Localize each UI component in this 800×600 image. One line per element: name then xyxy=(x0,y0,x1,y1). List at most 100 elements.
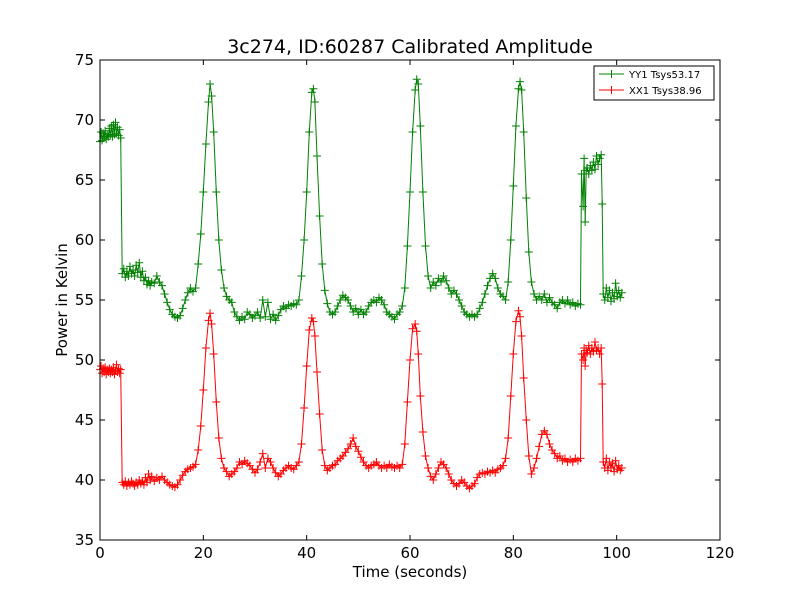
data-point xyxy=(421,242,430,250)
data-point xyxy=(499,461,507,470)
data-point xyxy=(256,458,265,466)
data-point xyxy=(331,308,340,316)
data-point xyxy=(408,324,417,333)
data-point xyxy=(309,84,318,93)
data-point xyxy=(611,279,620,288)
data-point xyxy=(504,278,513,286)
data-point xyxy=(266,458,275,466)
data-point xyxy=(406,188,414,196)
data-point xyxy=(114,364,123,373)
data-point xyxy=(315,410,324,418)
data-point xyxy=(511,317,520,326)
data-point xyxy=(147,472,156,481)
data-point xyxy=(201,140,210,148)
data-point xyxy=(542,430,551,439)
data-point xyxy=(212,398,221,406)
data-point xyxy=(116,134,125,142)
data-point xyxy=(230,308,239,316)
data-point xyxy=(165,305,174,314)
data-point xyxy=(473,310,482,319)
data-point xyxy=(256,314,265,322)
data-point xyxy=(115,369,124,378)
data-point xyxy=(214,434,223,442)
data-point xyxy=(178,304,187,313)
data-point xyxy=(506,236,515,244)
data-point xyxy=(412,75,421,84)
data-point xyxy=(478,298,487,307)
data-point xyxy=(323,299,332,308)
data-point xyxy=(115,125,124,134)
data-point xyxy=(196,230,205,238)
data-point xyxy=(545,293,554,302)
data-point xyxy=(207,320,216,328)
data-point xyxy=(590,165,599,174)
data-point xyxy=(493,284,502,292)
data-point xyxy=(160,290,169,298)
data-point xyxy=(400,284,409,292)
data-point xyxy=(595,350,604,358)
data-point xyxy=(509,350,518,358)
data-point xyxy=(349,434,358,442)
data-point xyxy=(403,398,412,406)
data-point xyxy=(408,128,417,136)
data-point xyxy=(434,464,443,472)
data-point xyxy=(152,272,161,280)
data-point xyxy=(309,317,318,326)
plot-background xyxy=(100,60,720,540)
data-point xyxy=(356,305,365,314)
data-point xyxy=(110,130,119,139)
data-point xyxy=(431,470,440,478)
data-point xyxy=(300,236,309,244)
data-point xyxy=(589,158,598,166)
data-point xyxy=(310,98,319,106)
data-point xyxy=(163,298,172,307)
data-point xyxy=(112,360,121,369)
data-point xyxy=(240,315,249,324)
data-point xyxy=(261,464,270,472)
data-point xyxy=(403,242,412,250)
legend-label-yy1: YY1 Tsys53.17 xyxy=(628,70,700,81)
data-point xyxy=(553,304,562,313)
data-point xyxy=(194,260,203,268)
data-point xyxy=(302,188,311,196)
data-point xyxy=(199,386,208,394)
data-point xyxy=(509,182,518,190)
legend-marker-xx1 xyxy=(607,86,616,94)
data-point xyxy=(97,128,106,136)
data-point xyxy=(530,290,538,298)
data-point xyxy=(158,281,166,290)
data-point xyxy=(506,392,515,400)
data-point xyxy=(146,281,155,290)
data-point xyxy=(532,454,541,463)
data-point xyxy=(400,440,409,448)
data-point xyxy=(598,380,607,388)
data-point xyxy=(421,452,430,460)
data-point xyxy=(437,278,445,286)
data-point xyxy=(577,350,586,358)
series-1 xyxy=(96,306,626,493)
data-point xyxy=(580,154,589,163)
x-tick-label: 100 xyxy=(602,544,631,562)
data-point xyxy=(212,188,221,196)
data-point xyxy=(545,440,554,448)
data-point xyxy=(491,274,500,283)
data-point xyxy=(501,296,510,304)
data-point xyxy=(315,212,324,220)
data-point xyxy=(351,442,360,451)
data-point xyxy=(356,453,365,462)
data-point xyxy=(318,260,327,268)
data-point xyxy=(524,248,533,256)
data-point xyxy=(524,452,533,460)
data-point xyxy=(101,126,110,135)
data-point xyxy=(336,296,345,304)
y-tick-label: 45 xyxy=(75,411,94,429)
data-point xyxy=(176,476,185,484)
data-point xyxy=(439,272,448,280)
data-point xyxy=(457,302,466,310)
data-point xyxy=(209,128,218,136)
data-point xyxy=(527,470,536,478)
data-point xyxy=(106,369,115,378)
data-point xyxy=(307,88,316,97)
data-point xyxy=(395,308,404,316)
data-point xyxy=(258,449,267,458)
